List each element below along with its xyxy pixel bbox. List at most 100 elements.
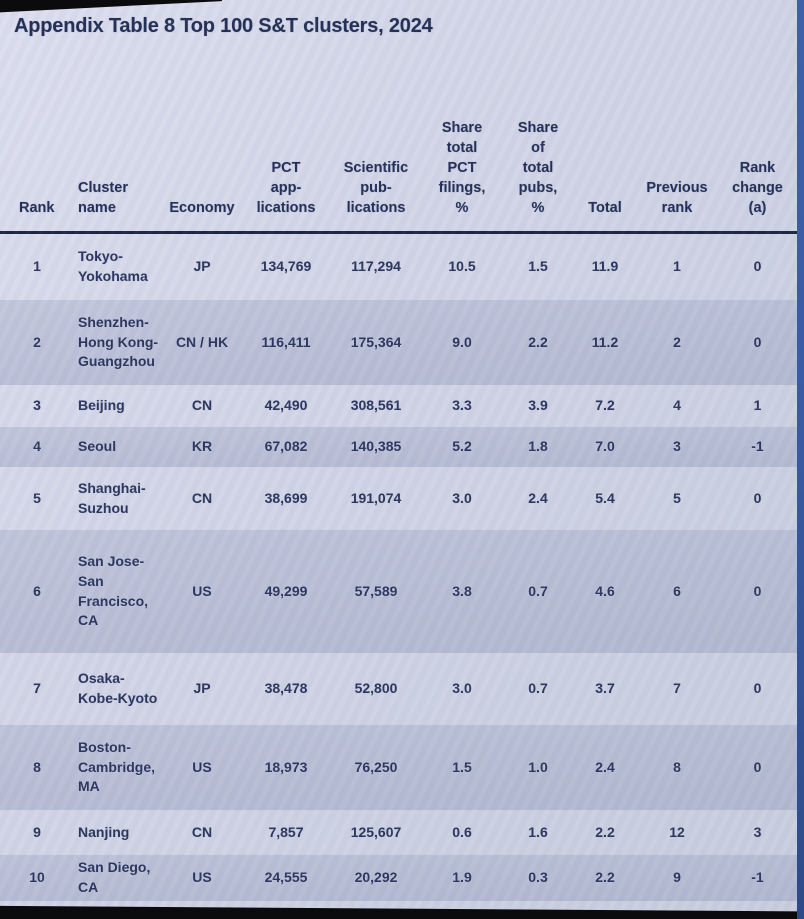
- cell-pct-applications: 18,973: [264, 758, 308, 775]
- cell-economy: CN: [191, 823, 213, 840]
- cell-rank-change: -1: [751, 438, 764, 455]
- table-row: 5 Shanghai- Suzhou CN 38,699 191,074 3.0…: [0, 467, 797, 530]
- table-row: 3 Beijing CN 42,490 308,561 3.3 3.9 7.2 …: [0, 385, 797, 427]
- column-header-rank-change: Rank change (a): [718, 75, 797, 234]
- cell-rank-change: 0: [753, 758, 762, 775]
- cell-share-total-pubs: 1.8: [528, 438, 548, 455]
- table-row: 9 Nanjing CN 7,857 125,607 0.6 1.6 2.2 1…: [0, 810, 797, 855]
- screen-right-edge: [797, 0, 804, 919]
- cell-pct-applications: 7,857: [268, 823, 304, 840]
- table-row: 6 San Jose- San Francisco, CA US 49,299 …: [0, 530, 797, 653]
- cell-total: 2.2: [595, 869, 615, 886]
- table-row: 10 San Diego, CA US 24,555 20,292 1.9 0.…: [0, 855, 797, 901]
- cell-share-pct-filings: 1.9: [452, 869, 472, 886]
- column-header-share-total-pubs: Share of total pubs, %: [502, 75, 574, 234]
- cell-rank-change: 0: [753, 489, 762, 506]
- cell-cluster-name: Beijing: [78, 397, 125, 414]
- cell-cluster-name: Boston- Cambridge, MA: [78, 739, 156, 795]
- cell-share-pct-filings: 3.0: [452, 680, 472, 697]
- cell-cluster-name: Shanghai- Suzhou: [78, 479, 146, 516]
- cell-previous-rank: 6: [673, 582, 681, 599]
- cell-share-total-pubs: 0.7: [528, 680, 548, 697]
- cell-scientific-publications: 52,800: [354, 680, 398, 697]
- cell-total: 5.4: [595, 489, 615, 506]
- cell-economy: CN: [191, 397, 213, 414]
- cell-total: 4.6: [595, 582, 615, 599]
- cell-economy: CN / HK: [175, 333, 229, 350]
- column-header-economy: Economy: [162, 75, 242, 234]
- cell-rank-change: 0: [753, 680, 762, 697]
- cell-scientific-publications: 140,385: [350, 438, 402, 455]
- cell-previous-rank: 9: [673, 869, 681, 886]
- screen-bottom-bezel-edge: [0, 905, 797, 919]
- column-header-previous-rank: Previous rank: [636, 75, 718, 234]
- cell-rank-change: 0: [753, 257, 762, 274]
- cell-economy: KR: [191, 438, 213, 455]
- cell-economy: JP: [193, 257, 211, 274]
- table-body: 1 Tokyo- Yokohama JP 134,769 117,294 10.…: [0, 232, 797, 901]
- cell-rank-change: 3: [753, 823, 762, 840]
- cell-cluster-name: Seoul: [78, 438, 117, 455]
- cell-share-pct-filings: 3.8: [452, 582, 472, 599]
- cell-scientific-publications: 117,294: [351, 257, 401, 274]
- cell-share-total-pubs: 2.4: [528, 489, 548, 506]
- cell-share-pct-filings: 9.0: [452, 333, 472, 350]
- cell-scientific-publications: 191,074: [350, 489, 402, 506]
- cell-rank: 1: [33, 257, 41, 274]
- cell-scientific-publications: 20,292: [354, 869, 398, 886]
- cell-previous-rank: 3: [673, 438, 681, 455]
- cell-previous-rank: 7: [673, 680, 681, 697]
- cell-rank: 4: [33, 438, 41, 455]
- cell-total: 2.4: [595, 758, 615, 775]
- cell-share-total-pubs: 0.3: [528, 869, 548, 886]
- cell-rank: 7: [33, 680, 41, 697]
- table-row: 1 Tokyo- Yokohama JP 134,769 117,294 10.…: [0, 232, 797, 300]
- cell-economy: US: [192, 582, 212, 599]
- table-row: 8 Boston- Cambridge, MA US 18,973 76,250…: [0, 725, 797, 810]
- screen-top-bezel-edge: [0, 0, 222, 13]
- cell-rank: 10: [29, 869, 45, 886]
- cell-scientific-publications: 308,561: [350, 397, 402, 414]
- column-header-pct-applications: PCT app- lications: [242, 75, 330, 234]
- cell-share-pct-filings: 3.0: [452, 489, 472, 506]
- cell-share-total-pubs: 0.7: [528, 582, 548, 599]
- cell-share-pct-filings: 10.5: [448, 257, 476, 274]
- column-header-rank: Rank: [0, 75, 62, 234]
- cell-economy: US: [192, 758, 212, 775]
- cell-scientific-publications: 175,364: [350, 333, 402, 350]
- cell-pct-applications: 134,769: [260, 257, 312, 274]
- cell-pct-applications: 42,490: [264, 397, 308, 414]
- cell-cluster-name: Shenzhen- Hong Kong- Guangzhou: [78, 314, 159, 370]
- cell-pct-applications: 116,411: [261, 333, 311, 350]
- cell-total: 11.9: [591, 257, 619, 274]
- table-row: 7 Osaka- Kobe-Kyoto JP 38,478 52,800 3.0…: [0, 653, 797, 725]
- cell-pct-applications: 24,555: [264, 869, 308, 886]
- cell-rank-change: 0: [753, 582, 762, 599]
- column-header-total: Total: [574, 75, 636, 234]
- cell-cluster-name: Tokyo- Yokohama: [78, 248, 148, 284]
- cell-share-total-pubs: 1.0: [528, 758, 548, 775]
- cell-previous-rank: 12: [669, 823, 685, 840]
- cell-cluster-name: San Diego, CA: [78, 859, 151, 895]
- cell-previous-rank: 8: [673, 758, 681, 775]
- cell-rank: 3: [33, 397, 41, 414]
- cell-cluster-name: San Jose- San Francisco, CA: [78, 553, 149, 629]
- cell-cluster-name: Osaka- Kobe-Kyoto: [78, 670, 158, 706]
- clusters-table: Rank Cluster name Economy PCT app- licat…: [0, 75, 797, 901]
- cell-total: 3.7: [595, 680, 615, 697]
- cell-share-total-pubs: 3.9: [528, 397, 548, 414]
- cell-previous-rank: 1: [673, 257, 681, 274]
- cell-previous-rank: 4: [673, 397, 681, 414]
- cell-previous-rank: 2: [673, 333, 681, 350]
- cell-total: 2.2: [595, 823, 615, 840]
- cell-rank-change: 1: [753, 397, 762, 414]
- cell-share-total-pubs: 2.2: [528, 333, 548, 350]
- cell-economy: US: [192, 869, 212, 886]
- cell-share-pct-filings: 5.2: [452, 438, 472, 455]
- cell-rank: 6: [33, 582, 41, 599]
- cell-pct-applications: 49,299: [264, 582, 308, 599]
- table-row: 4 Seoul KR 67,082 140,385 5.2 1.8 7.0 3 …: [0, 427, 797, 467]
- cell-total: 7.0: [595, 438, 615, 455]
- cell-share-total-pubs: 1.6: [528, 823, 548, 840]
